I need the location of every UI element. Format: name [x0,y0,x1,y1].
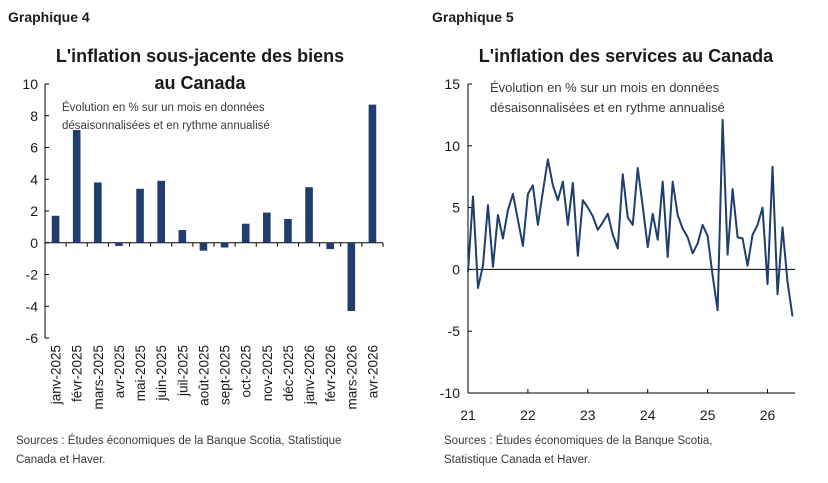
left-x-tick-label: sept-2025 [218,345,233,405]
right-subtitle-line2: désaisonnalisées et en rythme annualisé [490,100,725,115]
right-x-tick-label: 25 [700,407,716,423]
left-header: Graphique 4 [8,9,90,25]
left-bar [157,180,165,243]
left-x-tick-label: mars-2026 [344,345,359,410]
left-y-tick-label: -2 [26,267,39,283]
right-x-tick-label: 22 [520,407,536,423]
right-y-tick-label: 5 [452,200,460,216]
left-bar [51,215,60,243]
right-y-tick-label: -5 [448,323,461,339]
left-bar [94,182,102,243]
left-bar [263,212,271,243]
left-bar [199,242,208,251]
left-bar [305,187,313,243]
left-y-tick-label: 8 [30,108,38,124]
left-bar [115,242,123,246]
left-bar [241,223,250,243]
left-y-tick-label: 10 [22,76,38,92]
left-bar [347,242,356,312]
right-x-tick-label: 26 [760,407,776,423]
left-y-tick-label: -4 [26,298,39,314]
left-title-line1: L'inflation sous-jacente des biens [56,46,344,66]
right-source-line1: Sources : Études économiques de la Banqu… [444,434,713,447]
left-subtitle-line2: désaisonnalisées et en rythme annualisé [62,120,270,132]
left-x-tick-label: janv-2025 [49,345,64,405]
right-x-tick-label: 24 [640,407,656,423]
left-x-tick-label: avr-2026 [365,345,380,398]
left-x-tick-label: oct-2025 [239,345,254,398]
left-bar [72,130,81,243]
left-x-tick-label: janv-2026 [302,345,317,405]
left-y-tick-label: -6 [26,330,39,346]
left-bar [284,218,292,243]
left-source-line2: Canada et Haver. [16,454,106,466]
left-x-tick-label: févr-2025 [70,345,85,402]
right-source-line2: Statistique Canada et Haver. [444,454,590,466]
left-bar [326,242,334,250]
right-subtitle-line1: Évolution en % sur un mois en données [490,80,720,95]
right-header: Graphique 5 [432,9,514,25]
left-bar [178,230,187,243]
left-x-tick-label: août-2025 [196,345,211,406]
right-title-line1: L'inflation des services au Canada [479,46,774,66]
left-x-tick-label: déc-2025 [281,345,296,401]
left-subtitle-line1: Évolution en % sur un mois en données [62,101,265,114]
left-bar [368,104,377,243]
left-x-tick-label: mars-2025 [91,345,106,410]
right-y-tick-label: 15 [444,76,460,92]
left-y-tick-label: 6 [30,140,38,156]
left-title-line2: au Canada [154,73,246,93]
left-x-tick-label: avr-2025 [112,345,127,398]
left-x-tick-label: juin-2025 [154,345,169,402]
left-bar [136,188,144,243]
left-bar-chart: 10 8 6 4 2 0 -2 -4 -6 janv-2025 févr-2025 mars-2025… [22,76,384,410]
right-x-tick-label: 23 [580,407,596,423]
right-y-tick-label: -10 [440,385,460,401]
left-x-tick-label: févr-2026 [323,345,338,402]
left-x-tick-label: mai-2025 [133,345,148,401]
left-bar [220,242,229,248]
left-x-tick-label: nov-2025 [260,345,275,401]
left-x-tick-label: juil-2025 [175,345,190,397]
right-x-tick-label: 21 [460,407,476,423]
left-y-tick-label: 4 [30,171,38,187]
left-y-tick-label: 0 [30,235,38,251]
right-series-line [467,118,794,317]
right-y-tick-label: 0 [452,261,460,277]
right-y-tick-label: 10 [444,138,460,154]
left-y-tick-label: 2 [30,203,38,219]
left-source-line1: Sources : Études économiques de la Banqu… [16,434,341,447]
